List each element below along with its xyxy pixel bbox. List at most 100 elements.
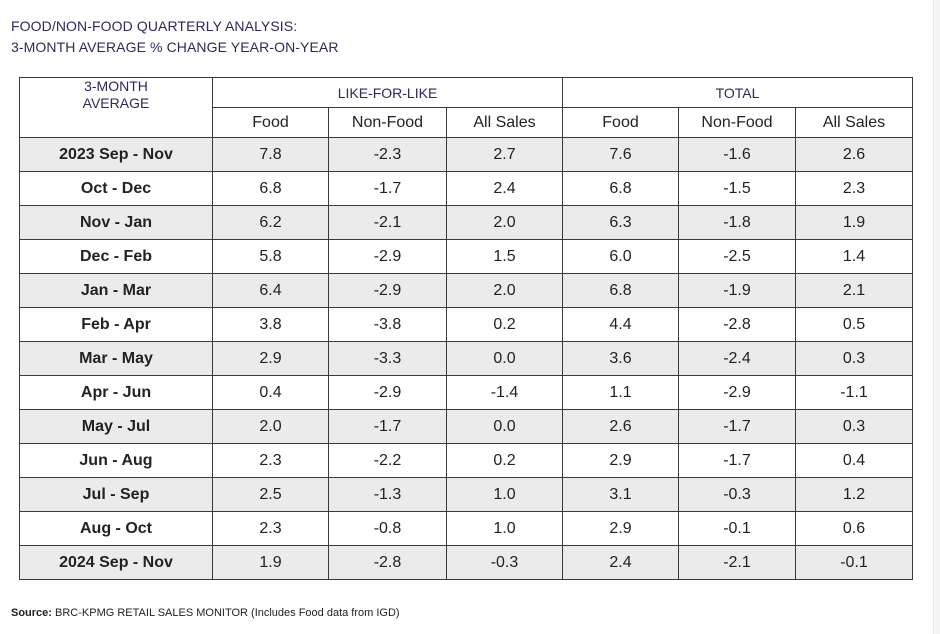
table-cell: -0.8 bbox=[328, 511, 447, 546]
row-label: Jun - Aug bbox=[19, 443, 213, 478]
table-cell: -2.3 bbox=[328, 137, 447, 172]
table-cell: 6.8 bbox=[212, 171, 329, 206]
table-cell: 0.0 bbox=[446, 341, 563, 376]
table-cell: 0.5 bbox=[794, 307, 914, 342]
table-cell: 2.0 bbox=[446, 273, 563, 308]
table-cell: -1.7 bbox=[678, 443, 796, 478]
table-cell: 1.4 bbox=[794, 239, 914, 274]
table-cell: 2.5 bbox=[212, 477, 329, 512]
corner-line-1: 3-MONTH bbox=[84, 78, 148, 94]
corner-line-2: AVERAGE bbox=[82, 95, 150, 111]
row-label: May - Jul bbox=[19, 409, 213, 444]
table-cell: 0.3 bbox=[794, 409, 914, 444]
table-cell: 3.1 bbox=[562, 477, 679, 512]
table-cell: -2.8 bbox=[328, 545, 447, 580]
table-cell: 1.2 bbox=[794, 477, 914, 512]
source-note: Source: BRC-KPMG RETAIL SALES MONITOR (I… bbox=[11, 607, 400, 619]
row-label: Mar - May bbox=[19, 341, 213, 376]
table-cell: 1.5 bbox=[446, 239, 563, 274]
source-label: Source: bbox=[11, 607, 52, 619]
table-cell: 2.3 bbox=[212, 511, 329, 546]
table-cell: 3.6 bbox=[562, 341, 679, 376]
row-label: 2024 Sep - Nov bbox=[19, 545, 213, 580]
table-cell: 0.4 bbox=[212, 375, 329, 410]
table-cell: 3.8 bbox=[212, 307, 329, 342]
table-row: Oct - Dec 6.8 -1.7 2.4 6.8 -1.5 2.3 bbox=[19, 171, 914, 206]
table-cell: -2.9 bbox=[328, 375, 447, 410]
table-cell: 2.7 bbox=[446, 137, 563, 172]
scrollbar-track[interactable] bbox=[933, 0, 940, 634]
row-label: Apr - Jun bbox=[19, 375, 213, 410]
table-row: Jul - Sep 2.5 -1.3 1.0 3.1 -0.3 1.2 bbox=[19, 477, 914, 512]
table-cell: 2.0 bbox=[446, 205, 563, 240]
row-label: Oct - Dec bbox=[19, 171, 213, 206]
table-cell: -1.7 bbox=[678, 409, 796, 444]
table-row: Feb - Apr 3.8 -3.8 0.2 4.4 -2.8 0.5 bbox=[19, 307, 914, 342]
column-header: Non-Food bbox=[678, 107, 796, 138]
row-label: Dec - Feb bbox=[19, 239, 213, 274]
row-label: Feb - Apr bbox=[19, 307, 213, 342]
table-cell: 7.6 bbox=[562, 137, 679, 172]
table-body: 2023 Sep - Nov 7.8 -2.3 2.7 7.6 -1.6 2.6 Oct - … bbox=[19, 137, 914, 580]
table-row: Nov - Jan 6.2 -2.1 2.0 6.3 -1.8 1.9 bbox=[19, 205, 914, 240]
table-cell: 1.0 bbox=[446, 477, 563, 512]
page-title: FOOD/NON-FOOD QUARTERLY ANALYSIS: 3-MONT… bbox=[11, 16, 339, 58]
column-header: Food bbox=[562, 107, 679, 138]
group-header-total: TOTAL bbox=[561, 77, 914, 108]
table-cell: -2.9 bbox=[328, 239, 447, 274]
table-cell: 1.0 bbox=[446, 511, 563, 546]
table-cell: 0.6 bbox=[794, 511, 914, 546]
source-text: BRC-KPMG RETAIL SALES MONITOR (Includes … bbox=[55, 607, 400, 619]
title-line-2: 3-MONTH AVERAGE % CHANGE YEAR-ON-YEAR bbox=[11, 39, 339, 55]
column-header: All Sales bbox=[446, 107, 563, 138]
table-cell: 2.6 bbox=[562, 409, 679, 444]
table-cell: 0.3 bbox=[794, 341, 914, 376]
group-header-like-for-like: LIKE-FOR-LIKE bbox=[212, 77, 563, 108]
table-cell: 2.6 bbox=[794, 137, 914, 172]
table-cell: 6.3 bbox=[562, 205, 679, 240]
table-cell: -1.1 bbox=[794, 375, 914, 410]
table-cell: 6.0 bbox=[562, 239, 679, 274]
table-row: Dec - Feb 5.8 -2.9 1.5 6.0 -2.5 1.4 bbox=[19, 239, 914, 274]
table-cell: 2.0 bbox=[212, 409, 329, 444]
table-cell: -2.1 bbox=[328, 205, 447, 240]
table-cell: -0.3 bbox=[446, 545, 563, 580]
table-cell: 2.4 bbox=[446, 171, 563, 206]
table-cell: -1.7 bbox=[328, 171, 447, 206]
table-cell: 2.9 bbox=[562, 511, 679, 546]
table-cell: 2.9 bbox=[212, 341, 329, 376]
table-cell: -3.8 bbox=[328, 307, 447, 342]
table-row: Aug - Oct 2.3 -0.8 1.0 2.9 -0.1 0.6 bbox=[19, 511, 914, 546]
table-row: Jan - Mar 6.4 -2.9 2.0 6.8 -1.9 2.1 bbox=[19, 273, 914, 308]
table-row: Apr - Jun 0.4 -2.9 -1.4 1.1 -2.9 -1.1 bbox=[19, 375, 914, 410]
table-cell: 2.3 bbox=[212, 443, 329, 478]
table-cell: 0.2 bbox=[446, 307, 563, 342]
sales-table: 3-MONTH AVERAGE LIKE-FOR-LIKE TOTAL Food… bbox=[19, 77, 914, 580]
row-label: 2023 Sep - Nov bbox=[19, 137, 213, 172]
table-cell: 2.3 bbox=[794, 171, 914, 206]
title-line-1: FOOD/NON-FOOD QUARTERLY ANALYSIS: bbox=[11, 18, 298, 34]
table-row: Jun - Aug 2.3 -2.2 0.2 2.9 -1.7 0.4 bbox=[19, 443, 914, 478]
table-cell: 4.4 bbox=[562, 307, 679, 342]
column-header: All Sales bbox=[794, 107, 914, 138]
table-cell: -3.3 bbox=[328, 341, 447, 376]
table-cell: -1.7 bbox=[328, 409, 447, 444]
table-cell: -2.8 bbox=[678, 307, 796, 342]
table-cell: 2.4 bbox=[562, 545, 679, 580]
table-cell: -2.2 bbox=[328, 443, 447, 478]
table-cell: -2.4 bbox=[678, 341, 796, 376]
table-cell: 1.9 bbox=[212, 545, 329, 580]
table-cell: 0.2 bbox=[446, 443, 563, 478]
table-cell: 6.2 bbox=[212, 205, 329, 240]
corner-header: 3-MONTH AVERAGE bbox=[19, 77, 213, 138]
table-row: May - Jul 2.0 -1.7 0.0 2.6 -1.7 0.3 bbox=[19, 409, 914, 444]
column-header: Food bbox=[212, 107, 329, 138]
table-cell: 0.4 bbox=[794, 443, 914, 478]
row-label: Jul - Sep bbox=[19, 477, 213, 512]
table-cell: 1.1 bbox=[562, 375, 679, 410]
table-cell: -1.4 bbox=[446, 375, 563, 410]
table-cell: 7.8 bbox=[212, 137, 329, 172]
table-cell: -1.5 bbox=[678, 171, 796, 206]
table-cell: -0.1 bbox=[678, 511, 796, 546]
table-cell: 6.8 bbox=[562, 273, 679, 308]
